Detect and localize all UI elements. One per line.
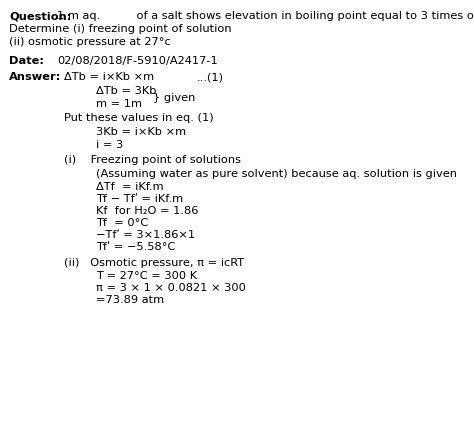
Text: Kf  for H₂O = 1.86: Kf for H₂O = 1.86 [96, 206, 199, 216]
Text: Tfʹ = −5.58°C: Tfʹ = −5.58°C [96, 242, 176, 252]
Text: 3Kb = i×Kb ×m: 3Kb = i×Kb ×m [96, 127, 187, 137]
Text: 02/08/2018/F-5910/A2417-1: 02/08/2018/F-5910/A2417-1 [57, 56, 218, 66]
Text: m = 1m: m = 1m [96, 99, 142, 109]
Text: T = 27°C = 300 K: T = 27°C = 300 K [96, 271, 198, 281]
Text: Put these values in eq. (1): Put these values in eq. (1) [64, 113, 213, 123]
Text: } given: } given [153, 93, 195, 103]
Text: ΔTb = 3Kb: ΔTb = 3Kb [96, 86, 157, 96]
Text: ΔTf  = iKf.m: ΔTf = iKf.m [96, 182, 164, 192]
Text: 1 m aq.          of a salt shows elevation in boiling point equal to 3 times of : 1 m aq. of a salt shows elevation in boi… [57, 11, 474, 21]
Text: Answer:: Answer: [9, 72, 62, 82]
Text: (ii) osmotic pressure at 27°c: (ii) osmotic pressure at 27°c [9, 37, 171, 47]
Text: (i)    Freezing point of solutions: (i) Freezing point of solutions [64, 155, 241, 165]
Text: Determine (i) freezing point of solution: Determine (i) freezing point of solution [9, 24, 232, 34]
Text: Question:: Question: [9, 11, 72, 21]
Text: Tf  = 0°C: Tf = 0°C [96, 218, 149, 228]
Text: π = 3 × 1 × 0.0821 × 300: π = 3 × 1 × 0.0821 × 300 [96, 283, 246, 293]
Text: ΔTb = i×Kb ×m: ΔTb = i×Kb ×m [64, 72, 154, 82]
Text: (Assuming water as pure solvent) because aq. solution is given: (Assuming water as pure solvent) because… [96, 168, 457, 179]
Text: Date:: Date: [9, 56, 44, 66]
Text: ...(1): ...(1) [196, 72, 223, 82]
Text: −Tfʹ = 3×1.86×1: −Tfʹ = 3×1.86×1 [96, 230, 196, 240]
Text: i = 3: i = 3 [96, 140, 124, 150]
Text: =73.89 atm: =73.89 atm [96, 295, 164, 305]
Text: (ii)   Osmotic pressure, π = icRT: (ii) Osmotic pressure, π = icRT [64, 258, 244, 268]
Text: Tf − Tfʹ = iKf.m: Tf − Tfʹ = iKf.m [96, 194, 183, 204]
